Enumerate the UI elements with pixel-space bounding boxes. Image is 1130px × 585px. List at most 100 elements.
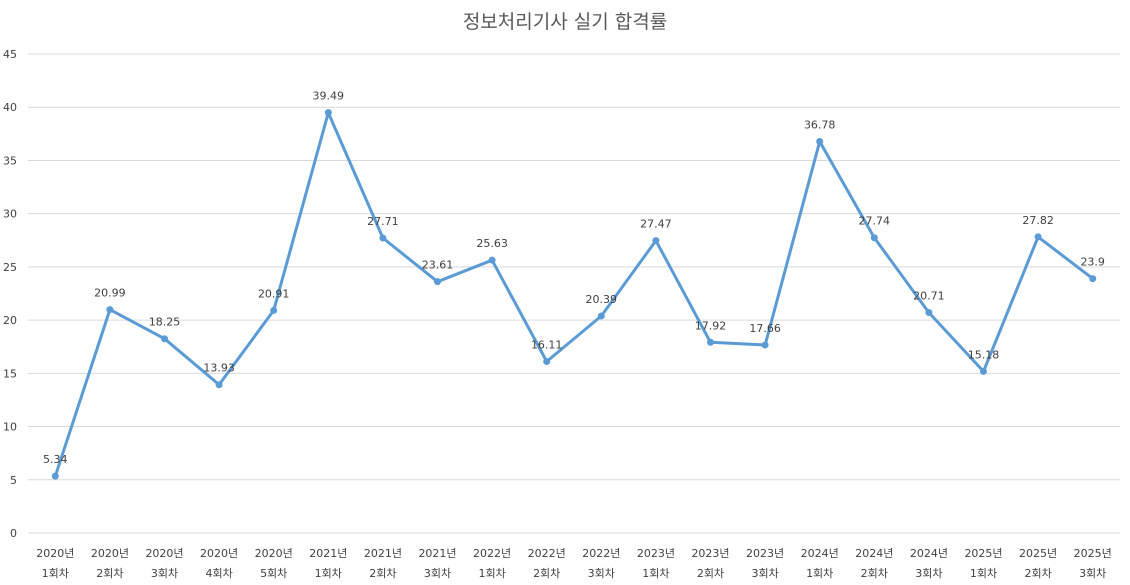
data-label: 23.61 [422, 259, 454, 272]
x-tick-round: 2회차 [96, 567, 123, 580]
x-tick-round: 1회차 [970, 567, 997, 580]
x-tick-round: 3회차 [151, 567, 178, 580]
x-tick-year: 2023년 [691, 547, 729, 560]
x-tick-year: 2024년 [910, 547, 948, 560]
x-tick-label: 2023년 1회차 [637, 547, 675, 580]
data-label: 20.71 [913, 290, 945, 303]
x-tick-year: 2022년 [473, 547, 511, 560]
data-label: 5.34 [43, 453, 68, 466]
x-tick-round: 3회차 [424, 567, 451, 580]
data-label: 23.9 [1080, 256, 1105, 269]
data-point [215, 381, 223, 389]
x-tick-year: 2020년 [255, 547, 293, 560]
data-label: 36.78 [804, 118, 836, 131]
data-point [379, 234, 387, 242]
gridlines [28, 53, 1120, 534]
data-point [816, 137, 824, 145]
data-point [106, 306, 114, 314]
y-tick-label: 45 [3, 48, 17, 61]
data-label: 16.11 [531, 339, 563, 352]
x-tick-year: 2024년 [855, 547, 893, 560]
x-tick-round: 1회차 [642, 567, 669, 580]
data-label: 39.49 [313, 90, 345, 103]
x-tick-round: 2회차 [369, 567, 396, 580]
data-label: 27.82 [1022, 214, 1054, 227]
x-tick-round: 2회차 [697, 567, 724, 580]
y-tick-label: 0 [10, 527, 17, 540]
data-label: 27.47 [640, 218, 672, 231]
x-tick-round: 3회차 [751, 567, 778, 580]
x-tick-round: 2회차 [533, 567, 560, 580]
x-tick-year: 2020년 [200, 547, 238, 560]
data-point [434, 278, 441, 286]
x-axis-ticks: 2020년 1회차 2020년 2회차 2020년 3회차 2020년 4회차 2020년 5회차… [36, 547, 1112, 580]
data-label: 20.91 [258, 287, 290, 300]
x-tick-label: 2020년 2회차 [91, 547, 129, 580]
data-point [270, 306, 278, 314]
y-tick-label: 35 [3, 154, 17, 167]
x-tick-year: 2022년 [528, 547, 566, 560]
x-tick-year: 2023년 [637, 547, 675, 560]
x-tick-label: 2025년 3회차 [1074, 547, 1112, 580]
data-point [652, 237, 660, 245]
x-tick-year: 2021년 [309, 547, 347, 560]
series-line [53, 111, 1094, 477]
x-tick-label: 2021년 1회차 [309, 547, 347, 580]
x-tick-label: 2024년 3회차 [910, 547, 948, 580]
x-tick-round: 1회차 [42, 567, 69, 580]
x-tick-round: 1회차 [478, 567, 505, 580]
x-tick-label: 2021년 2회차 [364, 547, 402, 580]
data-label: 27.71 [367, 215, 399, 228]
data-label: 20.99 [94, 287, 126, 300]
x-tick-year: 2020년 [145, 547, 183, 560]
x-tick-label: 2022년 3회차 [582, 547, 620, 580]
x-tick-year: 2025년 [1019, 547, 1057, 560]
x-tick-label: 2023년 3회차 [746, 547, 784, 580]
data-label: 17.66 [749, 322, 781, 335]
data-point [707, 338, 714, 346]
x-tick-label: 2022년 2회차 [528, 547, 566, 580]
x-tick-year: 2021년 [418, 547, 456, 560]
y-tick-label: 25 [3, 261, 17, 274]
data-label: 13.93 [203, 362, 235, 375]
y-axis-ticks: 0 5 10 15 20 25 30 35 40 45 [3, 48, 17, 540]
data-point [324, 109, 332, 117]
y-tick-label: 30 [3, 208, 17, 221]
data-point [1089, 275, 1097, 283]
x-tick-year: 2022년 [582, 547, 620, 560]
x-tick-label: 2020년 3회차 [145, 547, 183, 580]
x-tick-label: 2024년 2회차 [855, 547, 893, 580]
data-labels: 5.34 20.99 18.25 13.93 20.91 39.49 27.71 23.61 2… [43, 90, 1105, 467]
x-tick-year: 2020년 [91, 547, 129, 560]
x-tick-round: 2회차 [1024, 567, 1051, 580]
x-tick-round: 5회차 [260, 567, 287, 580]
data-label: 17.92 [695, 319, 727, 332]
x-tick-year: 2025년 [964, 547, 1002, 560]
data-point [597, 312, 605, 320]
chart-title: 정보처리기사 실기 합격률 [463, 11, 667, 33]
y-tick-label: 20 [3, 314, 17, 327]
data-point [1034, 233, 1042, 241]
data-label: 18.25 [149, 316, 181, 329]
data-label: 15.18 [968, 348, 1000, 361]
x-tick-year: 2023년 [746, 547, 784, 560]
x-tick-label: 2020년 5회차 [255, 547, 293, 580]
data-label: 20.39 [586, 293, 618, 306]
series-layer [51, 109, 1097, 480]
data-label: 27.74 [859, 215, 891, 228]
data-label: 25.63 [476, 237, 508, 250]
x-tick-round: 3회차 [588, 567, 615, 580]
x-tick-round: 4회차 [205, 567, 232, 580]
x-tick-label: 2020년 1회차 [36, 547, 74, 580]
y-tick-label: 40 [3, 101, 17, 114]
x-tick-label: 2023년 2회차 [691, 547, 729, 580]
x-tick-year: 2025년 [1074, 547, 1112, 560]
x-tick-round: 3회차 [915, 567, 942, 580]
x-tick-round: 1회차 [315, 567, 342, 580]
y-tick-label: 10 [3, 421, 17, 434]
x-tick-label: 2025년 1회차 [964, 547, 1002, 580]
x-tick-round: 3회차 [1079, 567, 1106, 580]
y-tick-label: 5 [10, 474, 17, 487]
data-point [51, 472, 59, 480]
